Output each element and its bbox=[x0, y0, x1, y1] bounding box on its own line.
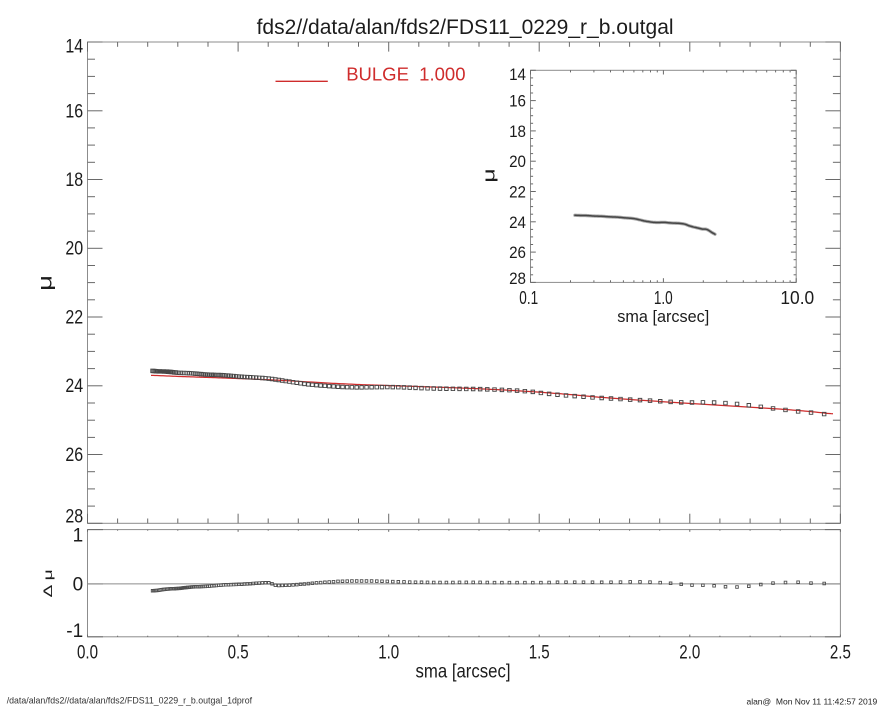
svg-text:14: 14 bbox=[509, 66, 526, 84]
svg-text:0: 0 bbox=[73, 575, 84, 596]
svg-text:0.5: 0.5 bbox=[228, 643, 249, 664]
svg-text:BULGE 1.000: BULGE 1.000 bbox=[346, 63, 465, 84]
svg-text:24: 24 bbox=[65, 376, 83, 397]
svg-text:/data/alan/fds2//data/alan/fds: /data/alan/fds2//data/alan/fds2/FDS11_02… bbox=[7, 696, 253, 706]
svg-text:μ: μ bbox=[480, 168, 498, 182]
svg-text:20: 20 bbox=[509, 153, 526, 171]
svg-text:2.5: 2.5 bbox=[830, 643, 851, 664]
svg-text:sma [arcsec]: sma [arcsec] bbox=[617, 308, 709, 326]
svg-text:20: 20 bbox=[65, 239, 83, 260]
svg-text:alan@ Mon Nov 11 11:42:57 201: alan@ Mon Nov 11 11:42:57 2019 bbox=[746, 697, 877, 707]
svg-text:28: 28 bbox=[65, 507, 83, 528]
svg-text:18: 18 bbox=[65, 170, 83, 191]
svg-text:μ: μ bbox=[35, 275, 56, 291]
svg-text:14: 14 bbox=[65, 36, 83, 57]
svg-text:16: 16 bbox=[509, 93, 526, 111]
svg-text:18: 18 bbox=[509, 123, 526, 141]
svg-text:10.0: 10.0 bbox=[780, 288, 814, 308]
svg-text:28: 28 bbox=[509, 270, 526, 288]
svg-text:1.0: 1.0 bbox=[378, 643, 399, 664]
svg-text:24: 24 bbox=[509, 214, 526, 232]
svg-text:22: 22 bbox=[65, 308, 83, 329]
svg-text:26: 26 bbox=[65, 445, 83, 466]
svg-text:fds2//data/alan/fds2/FDS11_022: fds2//data/alan/fds2/FDS11_0229_r_b.outg… bbox=[257, 16, 674, 39]
svg-text:Δ μ: Δ μ bbox=[42, 569, 55, 597]
svg-text:22: 22 bbox=[509, 184, 526, 202]
svg-text:1.5: 1.5 bbox=[529, 643, 550, 664]
svg-text:0.0: 0.0 bbox=[77, 643, 98, 664]
svg-text:16: 16 bbox=[65, 101, 83, 122]
svg-text:0.1: 0.1 bbox=[519, 288, 538, 308]
svg-text:sma [arcsec]: sma [arcsec] bbox=[416, 662, 511, 683]
svg-text:1: 1 bbox=[73, 526, 84, 547]
svg-text:1.0: 1.0 bbox=[654, 288, 673, 308]
svg-text:2.0: 2.0 bbox=[679, 643, 700, 664]
svg-text:26: 26 bbox=[509, 244, 526, 262]
svg-text:-1: -1 bbox=[66, 621, 83, 642]
